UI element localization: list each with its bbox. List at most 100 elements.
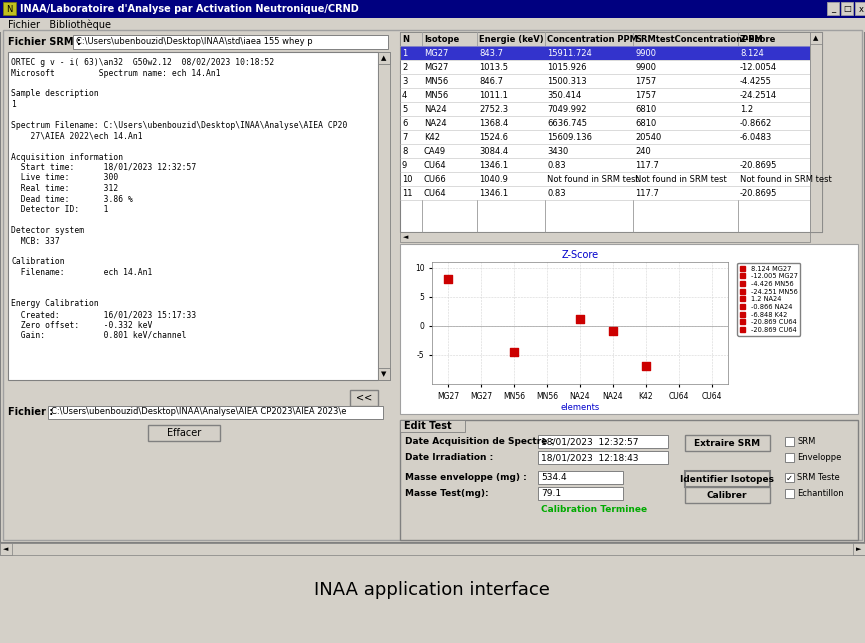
Text: 8.124: 8.124 (740, 48, 764, 57)
Text: Detector system: Detector system (11, 226, 84, 235)
Text: Calibrer: Calibrer (707, 491, 747, 500)
Text: <<: << (356, 393, 372, 403)
Bar (400, 244, 858, 414)
Bar (0, 18, 865, 32)
Text: Masse Test(mg):: Masse Test(mg): (405, 489, 489, 498)
Bar (538, 471, 623, 484)
Bar (785, 437, 794, 446)
Bar (0, 543, 12, 555)
Text: 9: 9 (402, 161, 407, 170)
Text: -4.4255: -4.4255 (740, 77, 772, 86)
Text: 1346.1: 1346.1 (479, 161, 508, 170)
Text: CU64: CU64 (424, 188, 446, 197)
Text: CA49: CA49 (424, 147, 446, 156)
Text: 1757: 1757 (635, 91, 657, 100)
Bar (400, 32, 810, 46)
Text: Calibration Terminee: Calibration Terminee (541, 505, 647, 514)
Text: 7049.992: 7049.992 (547, 105, 586, 114)
Bar (378, 52, 390, 64)
Text: Energie (keV): Energie (keV) (479, 35, 543, 44)
Bar (3, 2, 16, 15)
Bar (73, 35, 388, 49)
Text: 1524.6: 1524.6 (479, 132, 508, 141)
Text: Spectrum Filename: C:\Users\ubenbouzid\Desktop\INAA\Analyse\AIEA CP20: Spectrum Filename: C:\Users\ubenbouzid\D… (11, 121, 348, 130)
Bar (785, 489, 794, 498)
Bar (401, 60, 810, 74)
Text: 18/01/2023  12:18:43: 18/01/2023 12:18:43 (541, 453, 638, 462)
Text: SRMtestConcentrationPPM: SRMtestConcentrationPPM (635, 35, 763, 44)
Text: MG27: MG27 (424, 62, 448, 71)
Text: 6: 6 (402, 118, 407, 127)
Text: MG27: MG27 (424, 48, 448, 57)
Text: NA24: NA24 (424, 105, 446, 114)
Bar (810, 32, 822, 232)
Bar (401, 116, 810, 130)
Text: ▲: ▲ (813, 35, 818, 41)
Text: Live time:       300: Live time: 300 (11, 174, 119, 183)
Bar (841, 2, 853, 15)
Text: 2: 2 (402, 62, 407, 71)
Text: Extraire SRM: Extraire SRM (694, 439, 760, 448)
Text: Fichier SRM :: Fichier SRM : (8, 37, 80, 47)
Text: 3084.4: 3084.4 (479, 147, 508, 156)
Text: 79.1: 79.1 (541, 489, 561, 498)
Text: 1368.4: 1368.4 (479, 118, 509, 127)
Bar (3, 30, 862, 540)
Bar (827, 2, 839, 15)
Text: 10: 10 (402, 174, 413, 183)
Text: 2752.3: 2752.3 (479, 105, 508, 114)
Text: Date Acquisition de Spectre :: Date Acquisition de Spectre : (405, 437, 554, 446)
Text: 843.7: 843.7 (479, 48, 503, 57)
Point (507, 347, 521, 357)
Text: 15911.724: 15911.724 (547, 48, 592, 57)
Text: Not found in SRM test: Not found in SRM test (635, 174, 727, 183)
Bar (538, 435, 668, 448)
Bar (810, 32, 822, 44)
Bar (148, 425, 220, 441)
Text: -6.0483: -6.0483 (740, 132, 772, 141)
Text: Filename:        ech 14.An1: Filename: ech 14.An1 (11, 268, 152, 277)
Text: 6810: 6810 (635, 105, 657, 114)
Text: -24.2514: -24.2514 (740, 91, 777, 100)
Text: Isotope: Isotope (424, 35, 459, 44)
Text: Enveloppe: Enveloppe (797, 453, 842, 462)
Bar (8, 52, 378, 380)
Bar (785, 473, 794, 482)
Point (573, 314, 587, 324)
Text: 1757: 1757 (635, 77, 657, 86)
Text: 11: 11 (402, 188, 413, 197)
Text: □: □ (843, 5, 851, 14)
Text: Start time:      18/01/2023 12:32:57: Start time: 18/01/2023 12:32:57 (11, 163, 196, 172)
Bar (378, 52, 390, 380)
Text: 18/01/2023  12:32:57: 18/01/2023 12:32:57 (541, 437, 638, 446)
Bar (401, 88, 810, 102)
Text: 15609.136: 15609.136 (547, 132, 592, 141)
Bar (0, 0, 865, 543)
Bar (401, 102, 810, 116)
Bar (400, 420, 858, 540)
Text: 117.7: 117.7 (635, 161, 659, 170)
Text: 8: 8 (402, 147, 407, 156)
Text: Energy Calibration: Energy Calibration (11, 300, 99, 309)
Text: 1346.1: 1346.1 (479, 188, 508, 197)
Text: Echantillon: Echantillon (797, 489, 843, 498)
Text: ✓: ✓ (785, 473, 792, 482)
Title: Z-Score: Z-Score (561, 250, 599, 260)
Text: Fichier   Bibliothèque: Fichier Bibliothèque (8, 20, 111, 30)
Text: MCB: 337: MCB: 337 (11, 237, 60, 246)
Text: INAA/Laboratoire d'Analyse par Activation Neutronique/CRND: INAA/Laboratoire d'Analyse par Activatio… (20, 4, 359, 14)
Text: ▼: ▼ (381, 371, 387, 377)
Legend: 8.124 MG27, -12.005 MG27, -4.426 MN56, -24.251 MN56, 1.2 NA24, -0.866 NA24, -6.8: 8.124 MG27, -12.005 MG27, -4.426 MN56, -… (737, 263, 800, 336)
Bar (0, 543, 865, 555)
Text: Identifier Isotopes: Identifier Isotopes (680, 475, 774, 484)
Bar (401, 172, 810, 186)
Bar (401, 186, 810, 200)
Point (705, 442, 719, 452)
Bar (855, 2, 865, 15)
Text: Gain:            0.801 keV/channel: Gain: 0.801 keV/channel (11, 331, 187, 340)
Text: Sample description: Sample description (11, 89, 99, 98)
Text: 27\AIEA 2022\ech 14.An1: 27\AIEA 2022\ech 14.An1 (11, 132, 143, 141)
Text: 3: 3 (402, 77, 407, 86)
Text: Not found in SRM test: Not found in SRM test (547, 174, 638, 183)
Bar (350, 390, 378, 406)
